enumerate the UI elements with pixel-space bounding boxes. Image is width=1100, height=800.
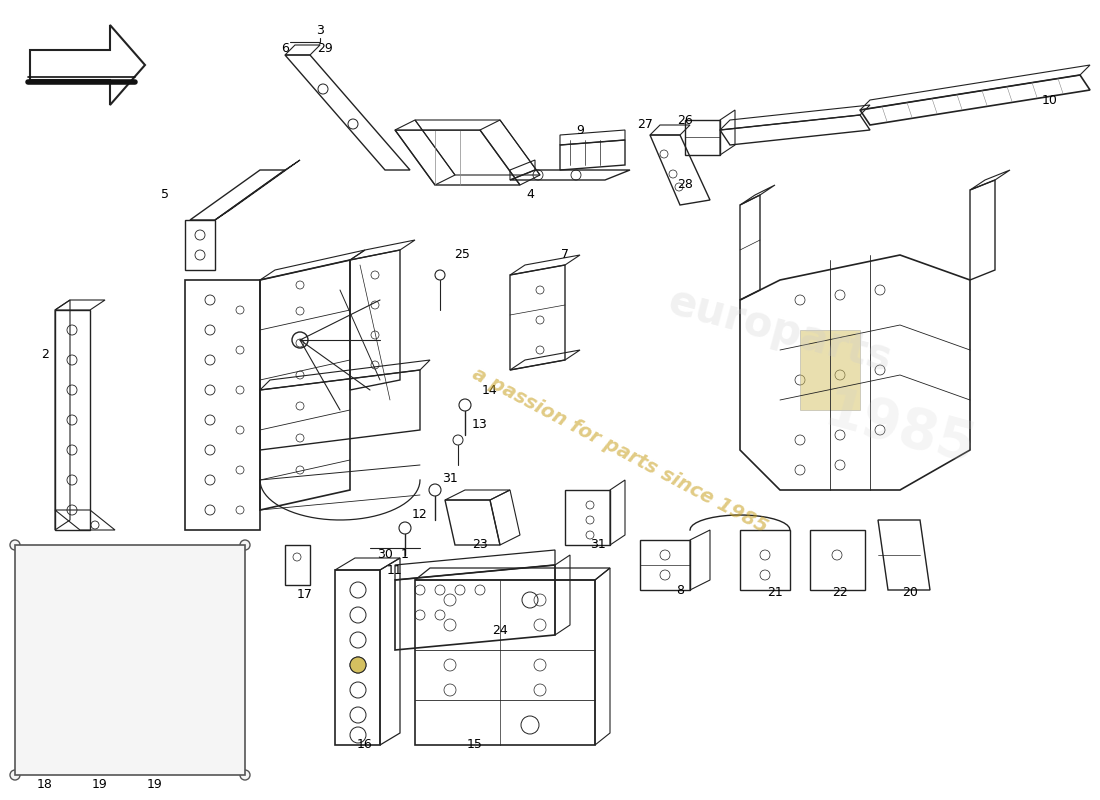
Text: 20: 20 [902, 586, 917, 598]
Text: 7: 7 [561, 249, 569, 262]
Text: 16: 16 [358, 738, 373, 751]
Text: 10: 10 [1042, 94, 1058, 106]
Text: 12: 12 [412, 509, 428, 522]
Text: 15: 15 [468, 738, 483, 751]
Text: 19: 19 [147, 778, 163, 791]
Text: 1985: 1985 [818, 384, 981, 476]
Text: europarts: europarts [663, 280, 896, 380]
Text: 29: 29 [317, 42, 333, 54]
Text: 1: 1 [402, 549, 409, 562]
Text: 3: 3 [316, 23, 323, 37]
Bar [800, 330, 860, 410]
Circle shape [240, 770, 250, 780]
Text: 26: 26 [678, 114, 693, 126]
Text: 25: 25 [454, 249, 470, 262]
Text: 13: 13 [472, 418, 488, 431]
Text: 11: 11 [387, 563, 403, 577]
Text: 30: 30 [377, 549, 393, 562]
Text: 23: 23 [472, 538, 488, 551]
Text: 6: 6 [282, 42, 289, 54]
Text: 22: 22 [832, 586, 848, 598]
Text: 17: 17 [297, 589, 312, 602]
Circle shape [240, 540, 250, 550]
Text: 8: 8 [676, 583, 684, 597]
Text: 24: 24 [492, 623, 508, 637]
Circle shape [10, 770, 20, 780]
Text: 19: 19 [92, 778, 108, 791]
Text: 27: 27 [637, 118, 653, 131]
Text: a passion for parts since 1985: a passion for parts since 1985 [469, 364, 771, 536]
Text: 21: 21 [767, 586, 783, 598]
Text: 4: 4 [526, 189, 534, 202]
Circle shape [10, 540, 20, 550]
Text: 18: 18 [37, 778, 53, 791]
Text: 9: 9 [576, 123, 584, 137]
Text: 14: 14 [482, 383, 498, 397]
Text: 5: 5 [161, 189, 169, 202]
Circle shape [350, 657, 366, 673]
Text: 28: 28 [678, 178, 693, 191]
Text: 2: 2 [41, 349, 48, 362]
Bar [15, 545, 245, 775]
Text: 31: 31 [590, 538, 606, 551]
Text: 31: 31 [442, 471, 458, 485]
